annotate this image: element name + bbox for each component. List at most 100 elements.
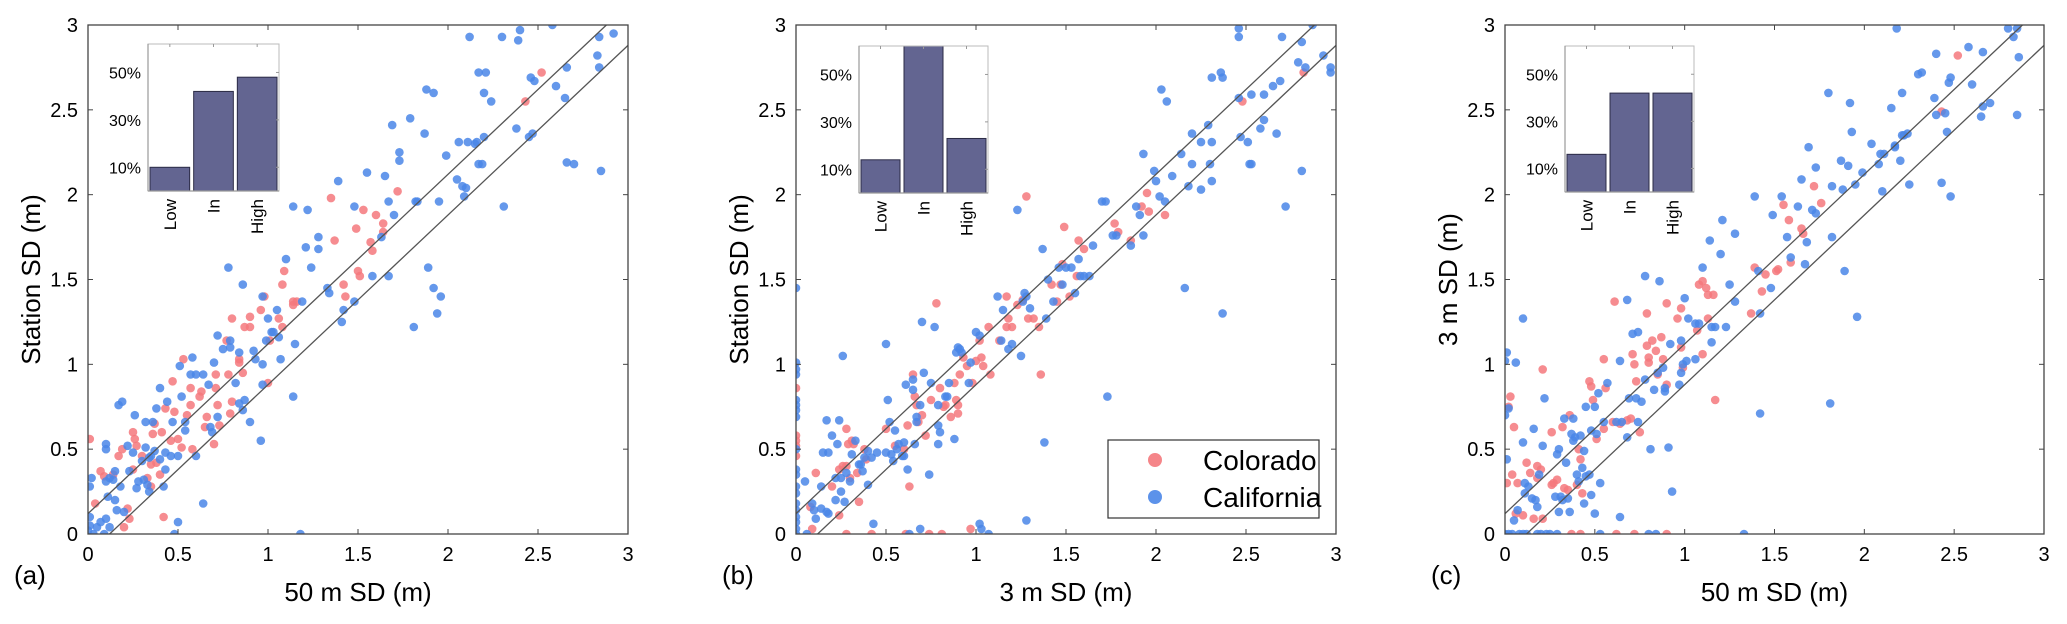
point-california: [1852, 312, 1862, 322]
point-colorado: [188, 444, 197, 454]
point-california: [1897, 88, 1907, 98]
point-colorado: [1586, 382, 1596, 391]
point-california: [1552, 529, 1562, 534]
point-colorado: [339, 280, 348, 289]
point-california: [1247, 90, 1256, 99]
point-california: [1218, 309, 1227, 318]
point-california: [1247, 159, 1256, 169]
point-colorado: [1507, 470, 1517, 479]
point-california: [337, 317, 347, 327]
series-california: [1505, 25, 2024, 534]
point-california: [1569, 414, 1578, 423]
point-california: [796, 470, 801, 479]
point-california: [924, 470, 934, 479]
point-california: [869, 519, 878, 529]
point-california: [1236, 132, 1245, 142]
point-california: [1793, 202, 1803, 211]
point-colorado: [984, 322, 993, 332]
panel-label: (b): [722, 560, 754, 590]
point-california: [297, 297, 307, 306]
point-colorado: [1746, 309, 1756, 318]
point-california: [474, 68, 483, 77]
point-california: [461, 183, 471, 193]
point-california: [1155, 192, 1164, 201]
point-california: [858, 466, 867, 476]
point-colorado: [1110, 219, 1119, 228]
y-tick-label: 1: [775, 354, 786, 376]
point-california: [1800, 259, 1810, 269]
point-california: [1691, 354, 1700, 364]
y-tick-label: 3: [67, 15, 78, 37]
point-california: [1326, 68, 1335, 77]
point-california: [1586, 490, 1596, 500]
point-california: [856, 460, 866, 469]
point-california: [1218, 73, 1227, 82]
y-tick-label: 2.5: [1467, 100, 1495, 122]
inset-y-tick-label: 30%: [820, 115, 852, 132]
point-colorado: [1648, 336, 1657, 345]
point-colorado: [1784, 215, 1794, 225]
point-california: [842, 468, 851, 478]
inset-bar-chart: 10% 30% 50% Low In High: [820, 45, 989, 236]
point-california: [1534, 470, 1544, 479]
inset-bars: [149, 76, 278, 191]
point-california: [796, 482, 801, 491]
point-california: [1088, 241, 1098, 250]
point-california: [301, 243, 311, 252]
point-colorado: [170, 407, 179, 417]
point-california: [1234, 25, 1244, 33]
point-california: [840, 497, 849, 507]
point-california: [1694, 319, 1704, 328]
point-california: [1707, 338, 1716, 347]
point-california: [562, 63, 572, 72]
y-tick-label: 1.5: [758, 270, 786, 292]
point-colorado: [935, 383, 945, 393]
point-california: [1074, 254, 1083, 264]
point-california: [1797, 175, 1806, 184]
point-california: [1509, 516, 1519, 525]
point-california: [263, 314, 273, 323]
point-california: [191, 370, 201, 379]
point-california: [1595, 478, 1605, 488]
inset-y-tick-label: 50%: [109, 65, 141, 82]
point-california: [1049, 297, 1058, 306]
x-tick-label: 1.5: [1052, 544, 1080, 566]
point-california: [1511, 358, 1521, 367]
point-california: [1540, 394, 1549, 403]
point-california: [88, 512, 95, 522]
point-california: [477, 159, 487, 169]
point-colorado: [1773, 265, 1783, 274]
point-colorado: [256, 305, 266, 315]
point-california: [905, 529, 914, 534]
point-california: [288, 392, 298, 401]
point-colorado: [955, 370, 965, 379]
point-colorado: [1160, 210, 1170, 220]
point-colorado: [1142, 188, 1152, 198]
point-california: [362, 168, 372, 177]
point-california: [1058, 280, 1067, 289]
point-colorado: [834, 511, 844, 520]
point-california: [1139, 231, 1148, 240]
point-colorado: [128, 427, 138, 437]
point-california: [117, 397, 127, 407]
point-california: [1207, 137, 1217, 147]
point-california: [1297, 37, 1307, 47]
point-california: [99, 529, 109, 534]
point-colorado: [1709, 290, 1718, 300]
point-california: [1131, 202, 1141, 211]
point-california: [261, 336, 271, 345]
x-axis-label: 50 m SD (m): [284, 577, 431, 607]
point-california: [2012, 110, 2022, 120]
point-colorado: [811, 468, 821, 478]
point-california: [269, 327, 278, 337]
point-california: [1196, 185, 1206, 194]
point-california: [112, 505, 122, 515]
point-california: [1103, 392, 1112, 401]
legend-marker-california: [1148, 490, 1162, 504]
point-colorado: [842, 529, 851, 534]
point-colorado: [903, 421, 912, 430]
x-tick-label: 1: [262, 544, 273, 566]
point-colorado: [1599, 354, 1609, 364]
point-california: [899, 438, 909, 447]
reference-line: [87, 24, 607, 515]
